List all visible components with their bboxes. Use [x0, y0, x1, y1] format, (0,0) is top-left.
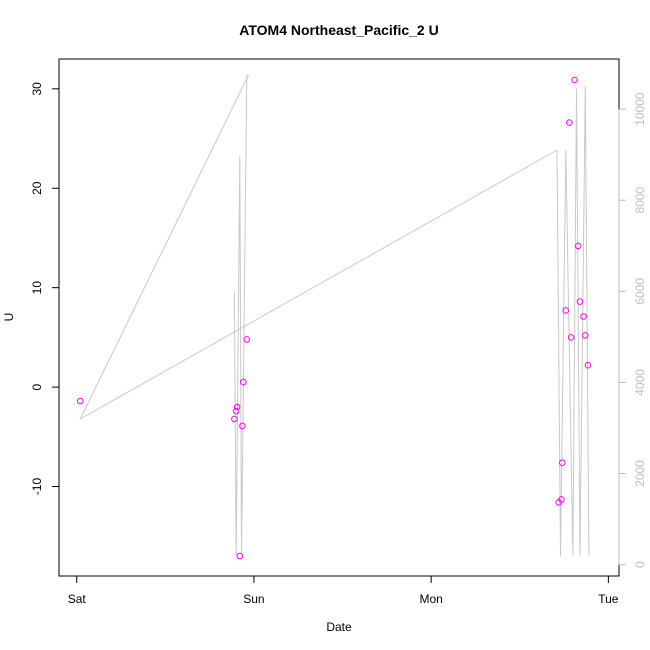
data-point	[574, 242, 582, 250]
x-axis: Sat Sun Mon Tue	[68, 575, 619, 606]
y-axis-label: U	[2, 313, 16, 322]
data-point	[562, 307, 570, 314]
y-tick-label: 20	[30, 181, 44, 195]
data-point	[243, 336, 251, 343]
scatter-points-layer	[77, 76, 592, 560]
data-point	[582, 332, 589, 339]
x-tick-label: Sun	[243, 592, 264, 606]
data-point	[584, 361, 592, 369]
data-point	[236, 552, 244, 560]
data-point	[239, 422, 246, 430]
data-point	[567, 334, 575, 341]
chart-title: ATOM4 Northeast_Pacific_2 U	[239, 22, 438, 38]
y-right-tick-label: 8000	[633, 187, 647, 214]
line-series-1	[79, 74, 590, 556]
y-right-tick-label: 10000	[633, 92, 647, 126]
x-tick-label: Sat	[68, 592, 87, 606]
data-point	[558, 496, 565, 503]
x-axis-label: Date	[326, 620, 352, 634]
data-point	[576, 298, 584, 305]
data-point	[77, 397, 84, 405]
data-point	[566, 119, 573, 126]
y-right-tick-label: 6000	[633, 278, 647, 305]
y-right-tick-label: 0	[633, 561, 647, 568]
y-right-tick-label: 4000	[633, 369, 647, 396]
line-series-2	[233, 74, 248, 556]
y-axis: -10 0 10 20 30	[30, 82, 60, 496]
data-point	[559, 459, 566, 467]
data-point	[232, 407, 240, 415]
line-series-layer	[79, 74, 590, 556]
data-point	[580, 313, 587, 320]
data-point	[571, 76, 579, 84]
y-right-tick-label: 2000	[633, 460, 647, 487]
x-tick-label: Mon	[419, 592, 442, 606]
data-point	[233, 403, 241, 411]
y-axis-right: 0 2000 4000 6000 8000 10000	[618, 92, 647, 568]
data-point	[240, 378, 247, 386]
x-tick-label: Tue	[598, 592, 619, 606]
data-point	[231, 415, 238, 423]
plot-frame	[58, 58, 620, 577]
y-tick-label: 0	[30, 383, 44, 390]
y-tick-label: 10	[30, 281, 44, 295]
y-tick-label: 30	[30, 82, 44, 96]
y-tick-label: -10	[30, 478, 44, 496]
